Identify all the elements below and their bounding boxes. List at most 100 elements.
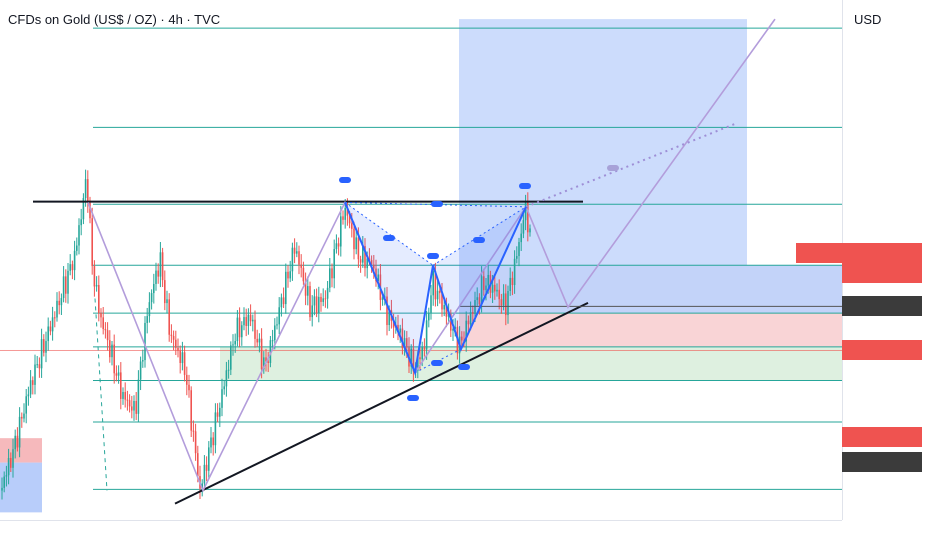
candle-body bbox=[122, 391, 124, 399]
candle-body bbox=[318, 296, 320, 314]
candle-body bbox=[412, 348, 415, 372]
candle-body bbox=[76, 245, 78, 251]
harmonic-ratio-label bbox=[431, 201, 443, 207]
candle-body bbox=[496, 289, 498, 292]
candle-body bbox=[322, 298, 324, 302]
candle-body bbox=[377, 274, 379, 282]
candle-body bbox=[14, 435, 16, 450]
harmonic-ratio-label-projected bbox=[607, 165, 619, 171]
candle-body bbox=[392, 320, 395, 328]
candle-body bbox=[428, 312, 430, 321]
candle-body bbox=[498, 289, 500, 300]
candle-body bbox=[106, 330, 109, 341]
candle-body bbox=[285, 271, 287, 305]
candle-body bbox=[252, 319, 254, 322]
candle-body bbox=[104, 329, 107, 331]
candle-body bbox=[388, 310, 390, 326]
candle-body bbox=[3, 476, 5, 488]
candle-body bbox=[258, 338, 261, 343]
candle-body bbox=[419, 357, 421, 360]
price-tag bbox=[842, 296, 922, 317]
candle-body bbox=[84, 179, 87, 199]
candle-body bbox=[337, 243, 340, 247]
candle-body bbox=[423, 347, 426, 350]
price-tag bbox=[842, 426, 922, 447]
candle-body bbox=[276, 324, 278, 326]
candle-body bbox=[43, 339, 45, 353]
candle-body bbox=[439, 290, 441, 294]
candle-body bbox=[133, 400, 135, 411]
candle-body bbox=[355, 237, 357, 250]
candle-body bbox=[359, 259, 362, 263]
candle-body bbox=[36, 364, 38, 366]
candle-body bbox=[205, 464, 208, 471]
candle-body bbox=[340, 216, 342, 247]
candle-body bbox=[95, 285, 98, 287]
candle-body bbox=[212, 437, 214, 446]
harmonic-ratio-line bbox=[344, 202, 434, 266]
candle-body bbox=[153, 283, 155, 294]
candle-body bbox=[417, 357, 419, 371]
candle-body bbox=[425, 320, 428, 350]
candle-body bbox=[494, 284, 496, 292]
candle-body bbox=[241, 325, 243, 338]
candle-body bbox=[524, 202, 527, 221]
candle-body bbox=[509, 277, 511, 291]
harmonic-fill-bcd bbox=[433, 206, 526, 350]
candle-body bbox=[293, 247, 296, 254]
candle-body bbox=[265, 357, 267, 362]
candle-body bbox=[401, 328, 404, 349]
candle-body bbox=[113, 344, 115, 374]
candle-body bbox=[188, 384, 190, 391]
harmonic-point-label bbox=[427, 253, 439, 259]
harmonic-point-label bbox=[458, 364, 470, 370]
candle-body bbox=[236, 317, 239, 342]
candle-body bbox=[452, 328, 454, 331]
left-position-red bbox=[0, 438, 42, 463]
candle-body bbox=[225, 370, 228, 387]
candle-body bbox=[100, 312, 102, 318]
candle-body bbox=[40, 339, 43, 369]
candle-body bbox=[410, 348, 412, 367]
candle-body bbox=[186, 374, 188, 385]
candle-body bbox=[157, 270, 159, 277]
candle-body bbox=[256, 338, 258, 343]
candle-body bbox=[370, 260, 373, 265]
candle-body bbox=[399, 328, 401, 333]
candle-body bbox=[324, 298, 327, 300]
candle-body bbox=[150, 293, 153, 303]
candle-body bbox=[65, 276, 67, 294]
candle-body bbox=[89, 202, 91, 219]
candle-body bbox=[254, 319, 256, 339]
candle-body bbox=[62, 276, 65, 299]
price-tag bbox=[842, 452, 922, 473]
candle-body bbox=[223, 386, 225, 390]
candle-body bbox=[128, 400, 131, 407]
candle-body bbox=[12, 449, 14, 468]
candle-body bbox=[333, 249, 335, 279]
candle-body bbox=[434, 271, 437, 300]
time-axis[interactable] bbox=[0, 520, 842, 551]
candle-body bbox=[357, 237, 360, 260]
candle-body bbox=[47, 326, 49, 342]
candle-body bbox=[502, 293, 505, 306]
candle-body bbox=[335, 243, 338, 250]
candle-body bbox=[469, 311, 472, 325]
candle-body bbox=[111, 344, 113, 358]
candle-body bbox=[320, 296, 322, 302]
candle-body bbox=[214, 412, 217, 446]
candle-body bbox=[263, 357, 265, 370]
candle-body bbox=[511, 277, 514, 286]
candle-body bbox=[430, 295, 432, 313]
candle-body bbox=[291, 247, 294, 272]
candle-body bbox=[192, 430, 195, 432]
candle-body bbox=[38, 364, 41, 369]
candle-body bbox=[18, 416, 21, 448]
candle-body bbox=[56, 300, 58, 318]
candle-body bbox=[302, 267, 305, 282]
candle-body bbox=[179, 350, 181, 364]
candle-body bbox=[197, 453, 199, 477]
candle-body bbox=[472, 311, 474, 314]
